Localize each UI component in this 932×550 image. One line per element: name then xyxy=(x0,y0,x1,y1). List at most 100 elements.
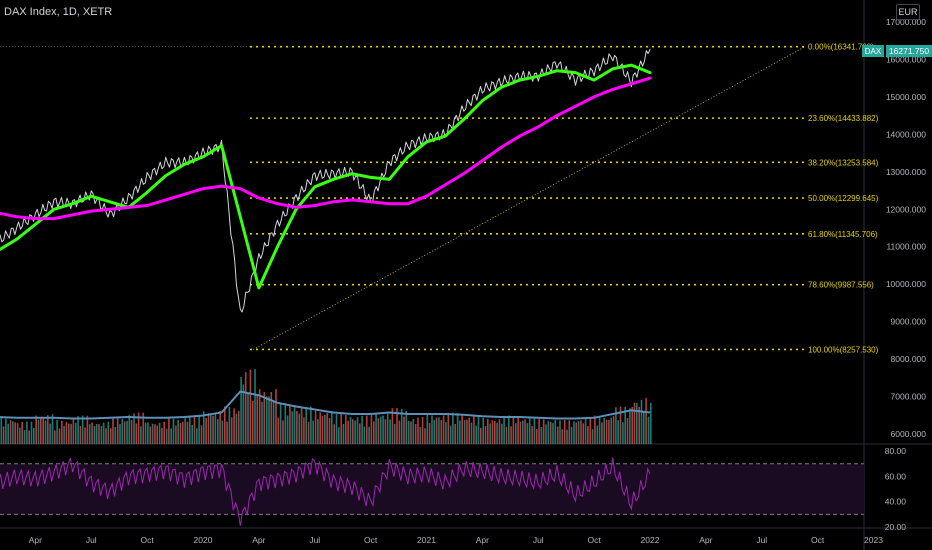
volume-bar xyxy=(503,415,505,444)
volume-average-line xyxy=(0,390,651,420)
volume-bar xyxy=(631,406,633,444)
volume-bar xyxy=(123,421,126,444)
volume-bar xyxy=(112,417,114,444)
volume-bar xyxy=(81,415,84,444)
volume-bar xyxy=(163,421,165,444)
volume-bar xyxy=(542,419,545,444)
volume-bar xyxy=(226,421,228,444)
volume-bar xyxy=(333,424,335,444)
volume-bar xyxy=(200,425,203,444)
volume-bar xyxy=(221,420,224,444)
volume-bar xyxy=(400,409,403,444)
volume-bar xyxy=(247,392,249,444)
volume-bar xyxy=(366,415,368,444)
volume-bar xyxy=(461,414,463,444)
volume-bar xyxy=(258,389,261,444)
volume-bar xyxy=(310,406,312,444)
volume-bar xyxy=(12,421,14,444)
volume-bar xyxy=(375,414,377,444)
volume-bar xyxy=(63,425,65,444)
rsi-tick-label: 20.00 xyxy=(885,522,907,532)
volume-bar xyxy=(168,418,170,444)
volume-bar xyxy=(403,416,405,444)
volume-bar xyxy=(249,369,252,444)
volume-bar xyxy=(133,413,135,444)
volume-bar xyxy=(575,422,578,444)
volume-bar xyxy=(102,422,105,444)
price-tick-label: 15000.000 xyxy=(886,92,926,102)
volume-bar xyxy=(19,427,21,444)
volume-bar xyxy=(396,408,398,444)
volume-bar xyxy=(361,415,363,444)
volume-bar xyxy=(265,396,268,444)
volume-bar xyxy=(65,421,68,444)
volume-bar xyxy=(40,417,42,444)
volume-bar xyxy=(417,417,419,444)
volume-bar xyxy=(568,420,571,444)
price-line xyxy=(0,48,651,313)
price-tick-label: 6000.000 xyxy=(891,429,927,439)
volume-bar xyxy=(44,420,47,444)
volume-bar xyxy=(172,418,175,444)
volume-bar xyxy=(307,421,310,444)
rsi-tick-label: 80.00 xyxy=(885,446,907,456)
volume-bar xyxy=(189,416,191,444)
volume-bar xyxy=(98,424,100,444)
volume-bar xyxy=(114,427,117,444)
volume-bar xyxy=(219,410,221,444)
volume-bar xyxy=(303,417,305,444)
volume-bar xyxy=(128,415,131,444)
volume-bar xyxy=(594,415,596,444)
price-tag: DAX 16271.750 xyxy=(862,45,932,57)
fib-levels: 0.00%(16341.760) 23.60%(14433.882) 38.20%(… xyxy=(0,43,879,354)
volume-bar xyxy=(328,418,331,444)
volume-bar xyxy=(428,423,431,444)
currency-button[interactable]: EUR xyxy=(896,4,920,20)
volume-bar xyxy=(482,417,484,444)
volume-bar xyxy=(433,419,436,444)
volume-bar xyxy=(435,417,438,444)
time-tick-label: Oct xyxy=(811,535,825,545)
volume-bar xyxy=(352,419,354,444)
volume-bar xyxy=(508,415,510,444)
volume-bar xyxy=(412,418,415,444)
rsi-tick-label: 60.00 xyxy=(885,471,907,481)
volume-bar xyxy=(270,392,273,444)
volume-bar xyxy=(335,414,338,444)
volume-bar xyxy=(21,421,23,444)
volume-bar xyxy=(528,417,531,444)
volume-bar xyxy=(109,428,112,444)
volume-bar xyxy=(126,420,128,444)
time-axis: Apr Jul Oct 2020 Apr Jul Oct 2021 Apr Jul Oct 2022 A… xyxy=(29,535,883,545)
time-tick-label: Apr xyxy=(476,535,489,545)
volume-bar xyxy=(296,410,298,444)
volume-bar xyxy=(554,420,557,444)
volume-bar xyxy=(121,418,124,444)
volume-bar xyxy=(531,426,533,444)
volume-bar xyxy=(142,412,145,444)
volume-bar xyxy=(251,400,254,444)
volume-bar xyxy=(100,425,103,444)
volume-bar xyxy=(591,429,594,444)
volume-bar xyxy=(622,422,624,444)
volume-bar xyxy=(419,427,422,444)
volume-bar xyxy=(629,408,631,444)
volume-bar xyxy=(244,372,247,444)
volume-bar xyxy=(612,416,615,444)
volume-bar xyxy=(645,398,647,444)
volume-bar xyxy=(345,415,347,444)
time-tick-label: Jul xyxy=(756,535,767,545)
volume-bar xyxy=(466,419,468,444)
volume-bar xyxy=(135,423,138,444)
volume-bar xyxy=(342,423,345,444)
volume-bar xyxy=(603,417,605,444)
volume-bar xyxy=(473,416,475,444)
volume-bar xyxy=(650,402,652,444)
volume-bar xyxy=(207,413,210,444)
volume-bar xyxy=(47,415,49,444)
volume-bar xyxy=(636,402,638,444)
volume-bar xyxy=(107,421,110,444)
volume-bar xyxy=(300,408,303,444)
volume-bar xyxy=(538,418,540,444)
slow-ma-line xyxy=(0,76,652,221)
